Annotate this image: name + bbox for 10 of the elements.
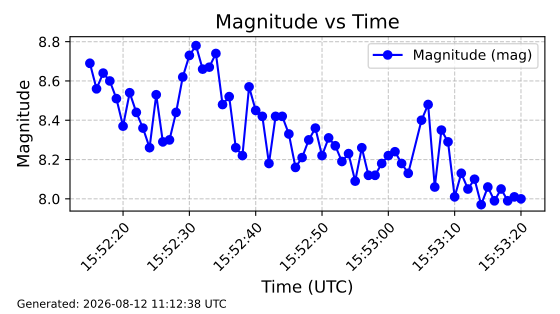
- y-tick-label: 8.6: [39, 76, 60, 86]
- y-tick-label: 8.0: [39, 194, 60, 204]
- y-tick-label: 8.2: [39, 154, 59, 166]
- chart-title: Magnitude vs Time: [217, 14, 399, 32]
- text: Generated: 2026-08-12 11:12:38 UTC: [17, 299, 226, 308]
- y-axis-title: Magnitude: [16, 80, 33, 166]
- x-axis-title: Time (UTC): [261, 280, 352, 295]
- legend-label: Magnitude (mag): [414, 49, 532, 63]
- y-tick-label: 8.8: [39, 36, 60, 48]
- y-tick-label: 8.4: [39, 115, 60, 126]
